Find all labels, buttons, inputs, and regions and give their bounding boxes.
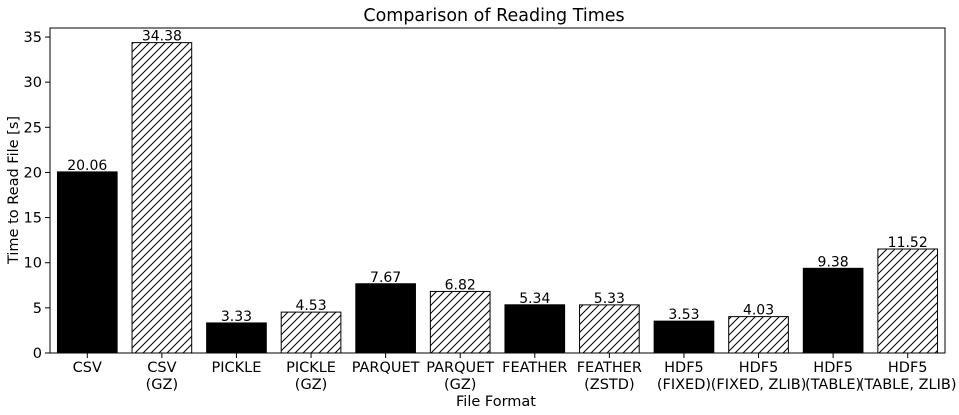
bar [579, 304, 640, 354]
bar-value-label: 20.06 [67, 158, 107, 174]
x-tick-label: HDF5 [813, 360, 853, 376]
bar-value-label: 9.38 [818, 254, 849, 270]
bar [355, 283, 416, 354]
bar-value-label: 4.53 [295, 298, 326, 314]
x-tick-label: FEATHER [577, 360, 642, 376]
y-axis-label: Time to Read File [s] [6, 116, 22, 265]
bar [728, 316, 789, 354]
plot-frame [49, 27, 946, 354]
bar [802, 267, 864, 354]
x-tick-label: (GZ) [295, 377, 327, 393]
x-tick-label: (TABLE, ZLIB) [859, 377, 957, 393]
bar [504, 304, 566, 354]
bar-value-label: 4.03 [743, 303, 774, 319]
bar-value-label: 6.82 [445, 277, 476, 293]
x-tick-label: FEATHER [502, 360, 567, 376]
y-tick-label: 0 [33, 346, 42, 362]
x-tick-label: HDF5 [739, 360, 779, 376]
bar [877, 248, 939, 354]
y-tick-label: 15 [24, 211, 42, 227]
y-tick-label: 25 [24, 120, 42, 136]
x-tick-label: PICKLE [286, 360, 336, 376]
bar [206, 322, 267, 354]
x-tick-label: HDF5 [664, 360, 704, 376]
bar [429, 290, 491, 354]
x-tick-label: HDF5 [888, 360, 928, 376]
y-tick-label: 35 [24, 30, 42, 46]
bar-value-label: 3.53 [668, 307, 699, 323]
y-tick-label: 5 [33, 301, 42, 317]
bar-value-label: 3.33 [221, 309, 252, 325]
bar [653, 320, 715, 354]
bar [280, 311, 342, 354]
bar [131, 42, 193, 354]
x-tick-label: (ZSTD) [584, 377, 634, 393]
x-axis-label: File Format [456, 394, 536, 410]
bar-value-label: 11.52 [888, 235, 928, 251]
plot-area: 20.06CSV34.38CSV(GZ)3.33PICKLE4.53PICKLE… [24, 27, 957, 393]
bar-value-label: 34.38 [142, 29, 182, 45]
chart-title: Comparison of Reading Times [363, 6, 624, 26]
bar-value-label: 7.67 [370, 270, 401, 286]
y-tick-label: 10 [24, 256, 42, 272]
x-tick-label: (GZ) [146, 377, 178, 393]
x-tick-label: (FIXED, ZLIB) [711, 377, 807, 393]
x-tick-label: PICKLE [212, 360, 262, 376]
x-tick-label: (TABLE) [805, 377, 861, 393]
x-tick-label: (GZ) [444, 377, 476, 393]
bar-value-label: 5.33 [594, 291, 625, 307]
x-tick-label: PARQUET [352, 360, 420, 376]
x-tick-label: CSV [73, 360, 102, 376]
bar-value-label: 5.34 [519, 291, 550, 307]
y-tick-label: 30 [24, 75, 42, 91]
bar [56, 171, 118, 354]
y-tick-label: 20 [24, 165, 42, 181]
x-tick-label: (FIXED) [657, 377, 711, 393]
x-tick-label: CSV [147, 360, 176, 376]
x-tick-label: PARQUET [426, 360, 494, 376]
